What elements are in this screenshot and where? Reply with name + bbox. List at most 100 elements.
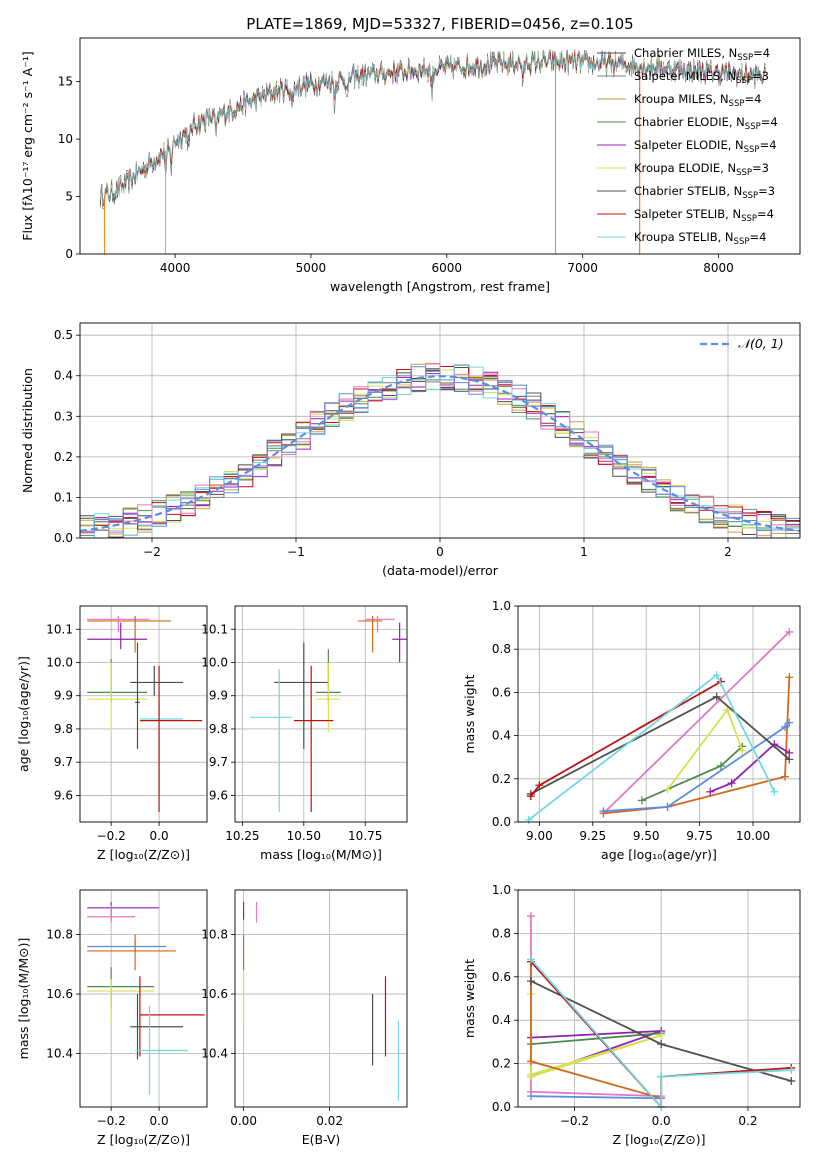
- legend-label: Kroupa ELODIE, NSSP=3: [634, 161, 769, 178]
- legend-label: Chabrier ELODIE, NSSP=4: [634, 115, 778, 132]
- weight-point-marker: [527, 912, 536, 921]
- weight-point-marker: [657, 1072, 666, 1081]
- weight-line: [530, 958, 792, 1110]
- y-tick-label: 9.6: [54, 788, 73, 802]
- weight-point-marker: [785, 718, 794, 727]
- weight-point-marker: [716, 761, 725, 770]
- x-tick-label: 5000: [296, 261, 327, 275]
- spectrum-frame: [79, 37, 801, 255]
- x-tick-label: −0.2: [97, 1114, 126, 1128]
- weight-point-marker: [663, 785, 672, 794]
- y-axis-label: mass [log₁₀(M/M⊙)]: [16, 938, 31, 1060]
- y-tick-label: 5: [65, 190, 73, 204]
- y-tick-label: 9.7: [54, 755, 73, 769]
- legend-label: Kroupa MILES, NSSP=4: [634, 92, 761, 109]
- weight-line: [530, 1095, 662, 1100]
- weight-point-marker: [770, 787, 779, 796]
- y-tick-label: 0.8: [492, 926, 511, 940]
- x-tick-label: 10.25: [225, 829, 259, 843]
- y-tick-label: 0.2: [54, 450, 73, 464]
- y-tick-label: 0.4: [492, 729, 511, 743]
- y-tick-label: 0.3: [54, 409, 73, 423]
- weight-point-marker: [785, 627, 794, 636]
- y-tick-label: 10: [58, 132, 73, 146]
- weight-point-marker: [526, 792, 535, 801]
- x-axis-label: Z [log₁₀(Z/Z⊙)]: [613, 1132, 706, 1147]
- x-axis-label: (data-model)/error: [382, 563, 499, 578]
- x-axis-label: wavelength [Angstrom, rest frame]: [330, 279, 550, 294]
- y-tick-label: 10.1: [46, 622, 73, 636]
- y-tick-label: 10.8: [46, 928, 73, 942]
- weight-point-marker: [527, 977, 536, 986]
- y-tick-label: 10.4: [46, 1046, 73, 1060]
- y-tick-label: 9.7: [209, 755, 228, 769]
- weight-point-marker: [738, 746, 747, 755]
- weight-point-marker: [785, 673, 794, 682]
- x-tick-label: 6000: [432, 261, 463, 275]
- x-tick-label: 0.0: [150, 829, 169, 843]
- weight-point-marker: [535, 781, 544, 790]
- weight-point-marker: [524, 815, 533, 824]
- weight-point-marker: [787, 1066, 796, 1075]
- x-axis-label: Z [log₁₀(Z/Z⊙)]: [97, 847, 190, 862]
- age-weight-lines: [524, 627, 794, 824]
- y-tick-label: 0.0: [492, 1100, 511, 1114]
- weight-point-marker: [657, 1031, 666, 1040]
- y-tick-label: 9.9: [209, 689, 228, 703]
- x-tick-label: 9.75: [686, 829, 713, 843]
- mass-age-frame: [234, 605, 408, 823]
- ebv-mass-points: [243, 901, 399, 1102]
- weight-point-marker: [712, 671, 721, 680]
- x-tick-label: 9.00: [526, 829, 553, 843]
- spectrum-axes: 4000 5000 6000 7000 8000 0 5 10 15 wavelength [An…: [20, 51, 734, 294]
- x-tick-label: 0.2: [738, 1114, 757, 1128]
- weight-line: [603, 677, 791, 815]
- y-axis-label: age [log₁₀(age/yr)]: [16, 656, 31, 772]
- gaussian-curve: [80, 375, 800, 532]
- y-tick-label: 9.6: [209, 788, 228, 802]
- legend-label: Salpeter STELIB, NSSP=4: [634, 207, 774, 224]
- weight-line: [709, 743, 790, 793]
- weight-point-marker: [657, 1040, 666, 1049]
- residuals-axes: −2 −1 0 1 2 0.0 0.1 0.2 0.3 0.4 0.5 (data-model)/er…: [20, 323, 800, 578]
- residual-histograms: [80, 362, 800, 538]
- y-tick-label: 10.0: [46, 655, 73, 669]
- x-tick-label: 10.75: [348, 829, 382, 843]
- weight-point-marker: [527, 1070, 536, 1079]
- legend-label: Chabrier STELIB, NSSP=3: [634, 184, 775, 201]
- ebv-mass-axes: 0.00 0.02 10.4 10.6 10.8 E(B-V): [201, 890, 407, 1147]
- y-tick-label: 15: [58, 75, 73, 89]
- y-tick-label: 1.0: [492, 599, 511, 613]
- z-age-points: [87, 615, 203, 813]
- weight-point-marker: [527, 955, 536, 964]
- legend-label: Salpeter MILES, NSSP=3: [634, 69, 769, 86]
- y-tick-label: 10.8: [201, 928, 228, 942]
- x-tick-label: 0.02: [316, 1114, 343, 1128]
- z-mass-frame: [79, 889, 208, 1108]
- weight-point-marker: [527, 1057, 536, 1066]
- y-tick-label: 0.6: [492, 970, 511, 984]
- age-weight-axes: 9.00 9.25 9.50 9.75 10.00 0.0 0.2 0.4 0.6 0.8 1.0 a…: [462, 599, 800, 862]
- z-weight-frame: [517, 889, 801, 1108]
- y-tick-label: 0.0: [492, 815, 511, 829]
- y-tick-label: 0.2: [492, 772, 511, 786]
- y-tick-label: 10.4: [201, 1046, 228, 1060]
- weight-line: [666, 707, 744, 791]
- x-tick-label: 7000: [567, 261, 598, 275]
- x-tick-label: 4000: [160, 261, 191, 275]
- y-tick-label: 10.6: [201, 987, 228, 1001]
- legend-label: Kroupa STELIB, NSSP=4: [634, 230, 766, 247]
- x-tick-label: 9.25: [579, 829, 606, 843]
- mass-age-points: [249, 615, 407, 813]
- z-mass-points: [87, 901, 205, 1096]
- weight-point-marker: [637, 796, 646, 805]
- x-tick-label: 8000: [703, 261, 734, 275]
- y-tick-label: 1.0: [492, 883, 511, 897]
- y-tick-label: 0.4: [54, 369, 73, 383]
- weight-point-marker: [712, 692, 721, 701]
- z-age-frame: [79, 605, 208, 823]
- x-tick-label: −0.2: [560, 1114, 589, 1128]
- legend-label: Salpeter ELODIE, NSSP=4: [634, 138, 777, 155]
- mass-age-axes: 10.25 10.50 10.75 9.6 9.7 9.8 9.9 10.0 10.1 mass …: [201, 606, 407, 862]
- y-tick-label: 0.8: [492, 642, 511, 656]
